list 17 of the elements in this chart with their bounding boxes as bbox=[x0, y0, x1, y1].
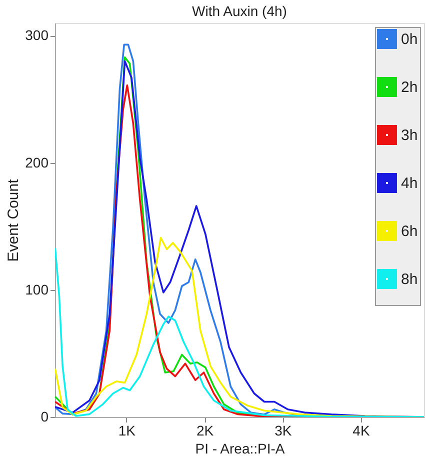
y-axis-title: Event Count bbox=[5, 178, 22, 262]
x-tick-label: 2K bbox=[196, 422, 214, 438]
legend-label: 8h bbox=[401, 271, 418, 288]
x-tick-label: 4K bbox=[352, 422, 370, 438]
legend-label: 2h bbox=[401, 79, 418, 96]
x-tick-label: 3K bbox=[274, 422, 292, 438]
chart-title: With Auxin (4h) bbox=[192, 3, 287, 19]
legend-label: 4h bbox=[401, 175, 418, 192]
x-tick-label: 1K bbox=[118, 422, 136, 438]
y-tick-label: 0 bbox=[40, 408, 49, 424]
legend-label: 0h bbox=[401, 31, 418, 48]
y-tick-label: 200 bbox=[25, 154, 49, 170]
x-axis-title: PI - Area::PI-A bbox=[195, 440, 286, 456]
y-tick-label: 300 bbox=[25, 27, 49, 44]
legend-label: 3h bbox=[401, 127, 418, 144]
y-tick-label: 100 bbox=[25, 281, 49, 298]
legend-label: 6h bbox=[401, 223, 418, 240]
